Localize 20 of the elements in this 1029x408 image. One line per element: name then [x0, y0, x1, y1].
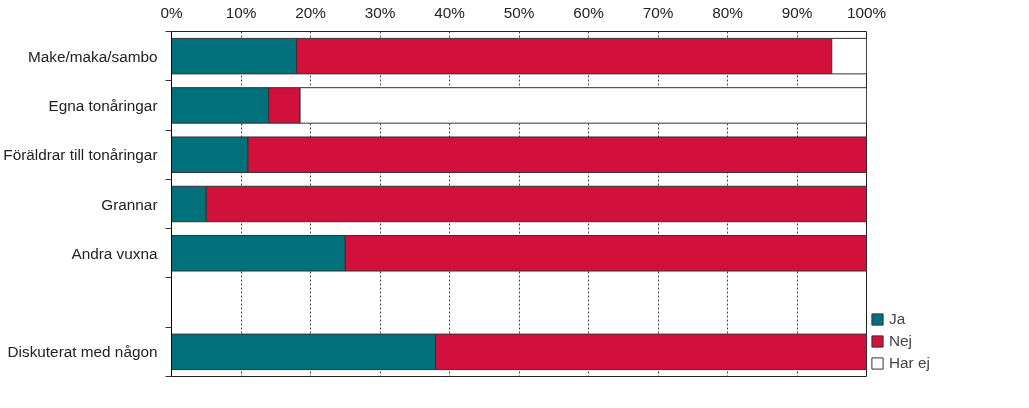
legend-label: Nej	[889, 332, 912, 350]
x-tick-label: 80%	[712, 3, 744, 21]
y-tick-label: Grannar	[101, 195, 158, 213]
x-tick-label: 40%	[434, 3, 466, 21]
y-tick-label: Egna tonåringar	[48, 96, 158, 114]
x-tick-label: 50%	[503, 3, 535, 21]
y-tick-label: Make/maka/sambo	[28, 47, 158, 65]
x-tick-label: 60%	[573, 3, 605, 21]
y-tick-label: Diskuterat med någon	[7, 343, 158, 361]
y-tick-label: Föräldrar till tonåringar	[3, 146, 158, 164]
x-tick-label: 0%	[160, 3, 183, 21]
y-tick-label: Andra vuxna	[71, 244, 158, 262]
x-tick-label: 70%	[642, 3, 674, 21]
legend-label: Har ej	[889, 354, 930, 372]
x-tick-label: 20%	[295, 3, 327, 21]
x-tick-label: 90%	[781, 3, 813, 21]
x-tick-label: 10%	[225, 3, 257, 21]
x-tick-label: 100%	[846, 3, 887, 21]
legend-label: Ja	[889, 310, 907, 328]
x-tick-label: 30%	[364, 3, 396, 21]
